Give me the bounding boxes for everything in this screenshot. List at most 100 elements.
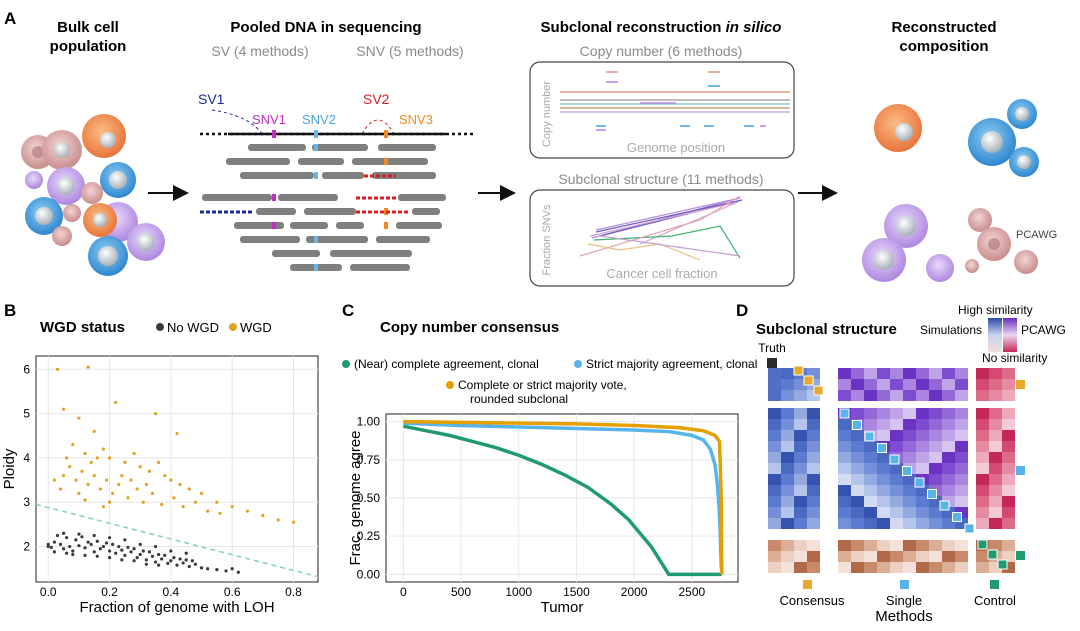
scatter-point — [132, 559, 136, 563]
heatmap-cell — [1002, 408, 1015, 419]
heatmap-cell — [851, 507, 864, 518]
diagonal-marker-single — [889, 454, 900, 465]
scatter-point — [138, 542, 142, 546]
bulk-title-line2: population — [50, 38, 127, 55]
heatmap-cell — [989, 496, 1002, 507]
heatmap-cell — [942, 551, 955, 562]
diagonal-marker-control — [977, 539, 988, 550]
diagonal-marker-consensus — [813, 385, 824, 396]
heatmap-cell — [989, 368, 1002, 379]
structure-box: Fraction SNVs Cancer cell fraction — [529, 189, 795, 287]
scatter-point — [157, 460, 161, 464]
heatmap-cell — [781, 551, 794, 562]
heatmap-cell — [942, 390, 955, 401]
x-tick-label: 2500 — [678, 585, 705, 599]
heatmap-cell — [890, 408, 903, 419]
heatmap-cell — [807, 485, 820, 496]
heatmap-cell — [929, 441, 942, 452]
heatmap-cell — [989, 441, 1002, 452]
heatmap-cell — [929, 452, 942, 463]
heatmap-cell — [781, 379, 794, 390]
scatter-point — [126, 545, 130, 550]
heatmap-cell — [955, 551, 968, 562]
legend-label-subclonal: Complete or strict majority vote, — [458, 378, 627, 392]
heatmap-cell — [877, 430, 890, 441]
scatter-point — [178, 482, 182, 487]
scale-low-label: No similarity — [982, 351, 1047, 365]
scatter-point — [74, 538, 78, 542]
methods-label: Methods — [875, 608, 933, 625]
legend-label-clonal-complete: (Near) complete agreement, clonal — [354, 357, 539, 371]
heatmap-cell — [864, 408, 877, 419]
heatmap-cell — [877, 562, 890, 573]
scatter-point — [144, 562, 148, 566]
heatmap-cell — [851, 408, 864, 419]
pink-cell — [1014, 250, 1038, 274]
consensus-marker — [803, 580, 812, 589]
heatmap-cell — [877, 463, 890, 474]
scatter-point — [157, 552, 161, 557]
heatmap-cell — [903, 390, 916, 401]
pink-cell — [52, 226, 72, 246]
heatmap-cell — [838, 379, 851, 390]
heatmap-cell — [1002, 419, 1015, 430]
diagonal-marker-single — [914, 477, 925, 488]
panel-d-title: Subclonal structure — [756, 321, 897, 338]
scatter-point — [129, 550, 133, 554]
heatmap-cell — [903, 419, 916, 430]
scatter-point — [276, 518, 280, 522]
scatter-point — [80, 469, 84, 473]
heatmap-cell — [955, 368, 968, 379]
heatmap-cell — [794, 430, 807, 441]
heatmap-cell — [838, 430, 851, 441]
scatter-point — [135, 487, 139, 491]
x-tick-label: 500 — [451, 585, 471, 599]
scatter-point — [58, 487, 63, 491]
heatmap-cell — [768, 518, 781, 529]
heatmap-cell — [903, 485, 916, 496]
heatmap-cell — [989, 390, 1002, 401]
scatter-point — [163, 474, 167, 478]
heatmap-cell — [976, 562, 989, 573]
heatmap-cell — [838, 496, 851, 507]
scatter-point — [107, 549, 112, 553]
scale-sim-gradient — [988, 318, 1002, 352]
x-tick-label: 1000 — [505, 585, 532, 599]
scatter-point — [123, 553, 127, 558]
scatter-point — [123, 538, 127, 542]
heatmap-cell — [838, 562, 851, 573]
heatmap-cell — [916, 390, 929, 401]
scatter-point — [74, 478, 78, 482]
snv3-label: SNV3 — [399, 112, 433, 127]
scatter-point — [111, 491, 115, 495]
diagonal-marker-consensus — [793, 365, 804, 376]
heatmap-cell — [890, 419, 903, 430]
scatter-point — [261, 513, 265, 518]
heatmap-cell — [781, 419, 794, 430]
heatmap-cell — [929, 368, 942, 379]
scatter-point — [120, 474, 124, 478]
bulk-cells — [21, 114, 165, 276]
legend-label-no-wgd: No WGD — [167, 320, 219, 335]
heatmap-cell — [890, 518, 903, 529]
y-tick-label: 4 — [23, 451, 30, 465]
heatmap-cell — [838, 474, 851, 485]
result-title-line1: Reconstructed — [891, 19, 996, 36]
scatter-point — [95, 456, 99, 460]
heatmap-cell — [851, 540, 864, 551]
heatmap-cell — [942, 368, 955, 379]
heatmap-cell — [838, 485, 851, 496]
heatmap-cell — [781, 452, 794, 463]
x-tick-label: 0.2 — [101, 585, 118, 599]
heatmap-cell — [851, 518, 864, 529]
heatmap-cell — [781, 496, 794, 507]
diagonal-marker-consensus — [803, 375, 814, 386]
scatter-point — [150, 554, 155, 558]
heatmap-cell — [916, 518, 929, 529]
scatter-point — [184, 551, 188, 555]
heatmap-cell — [890, 463, 903, 474]
heatmap-cell — [781, 474, 794, 485]
heatmap-cell — [929, 419, 942, 430]
heatmap-cell — [877, 485, 890, 496]
